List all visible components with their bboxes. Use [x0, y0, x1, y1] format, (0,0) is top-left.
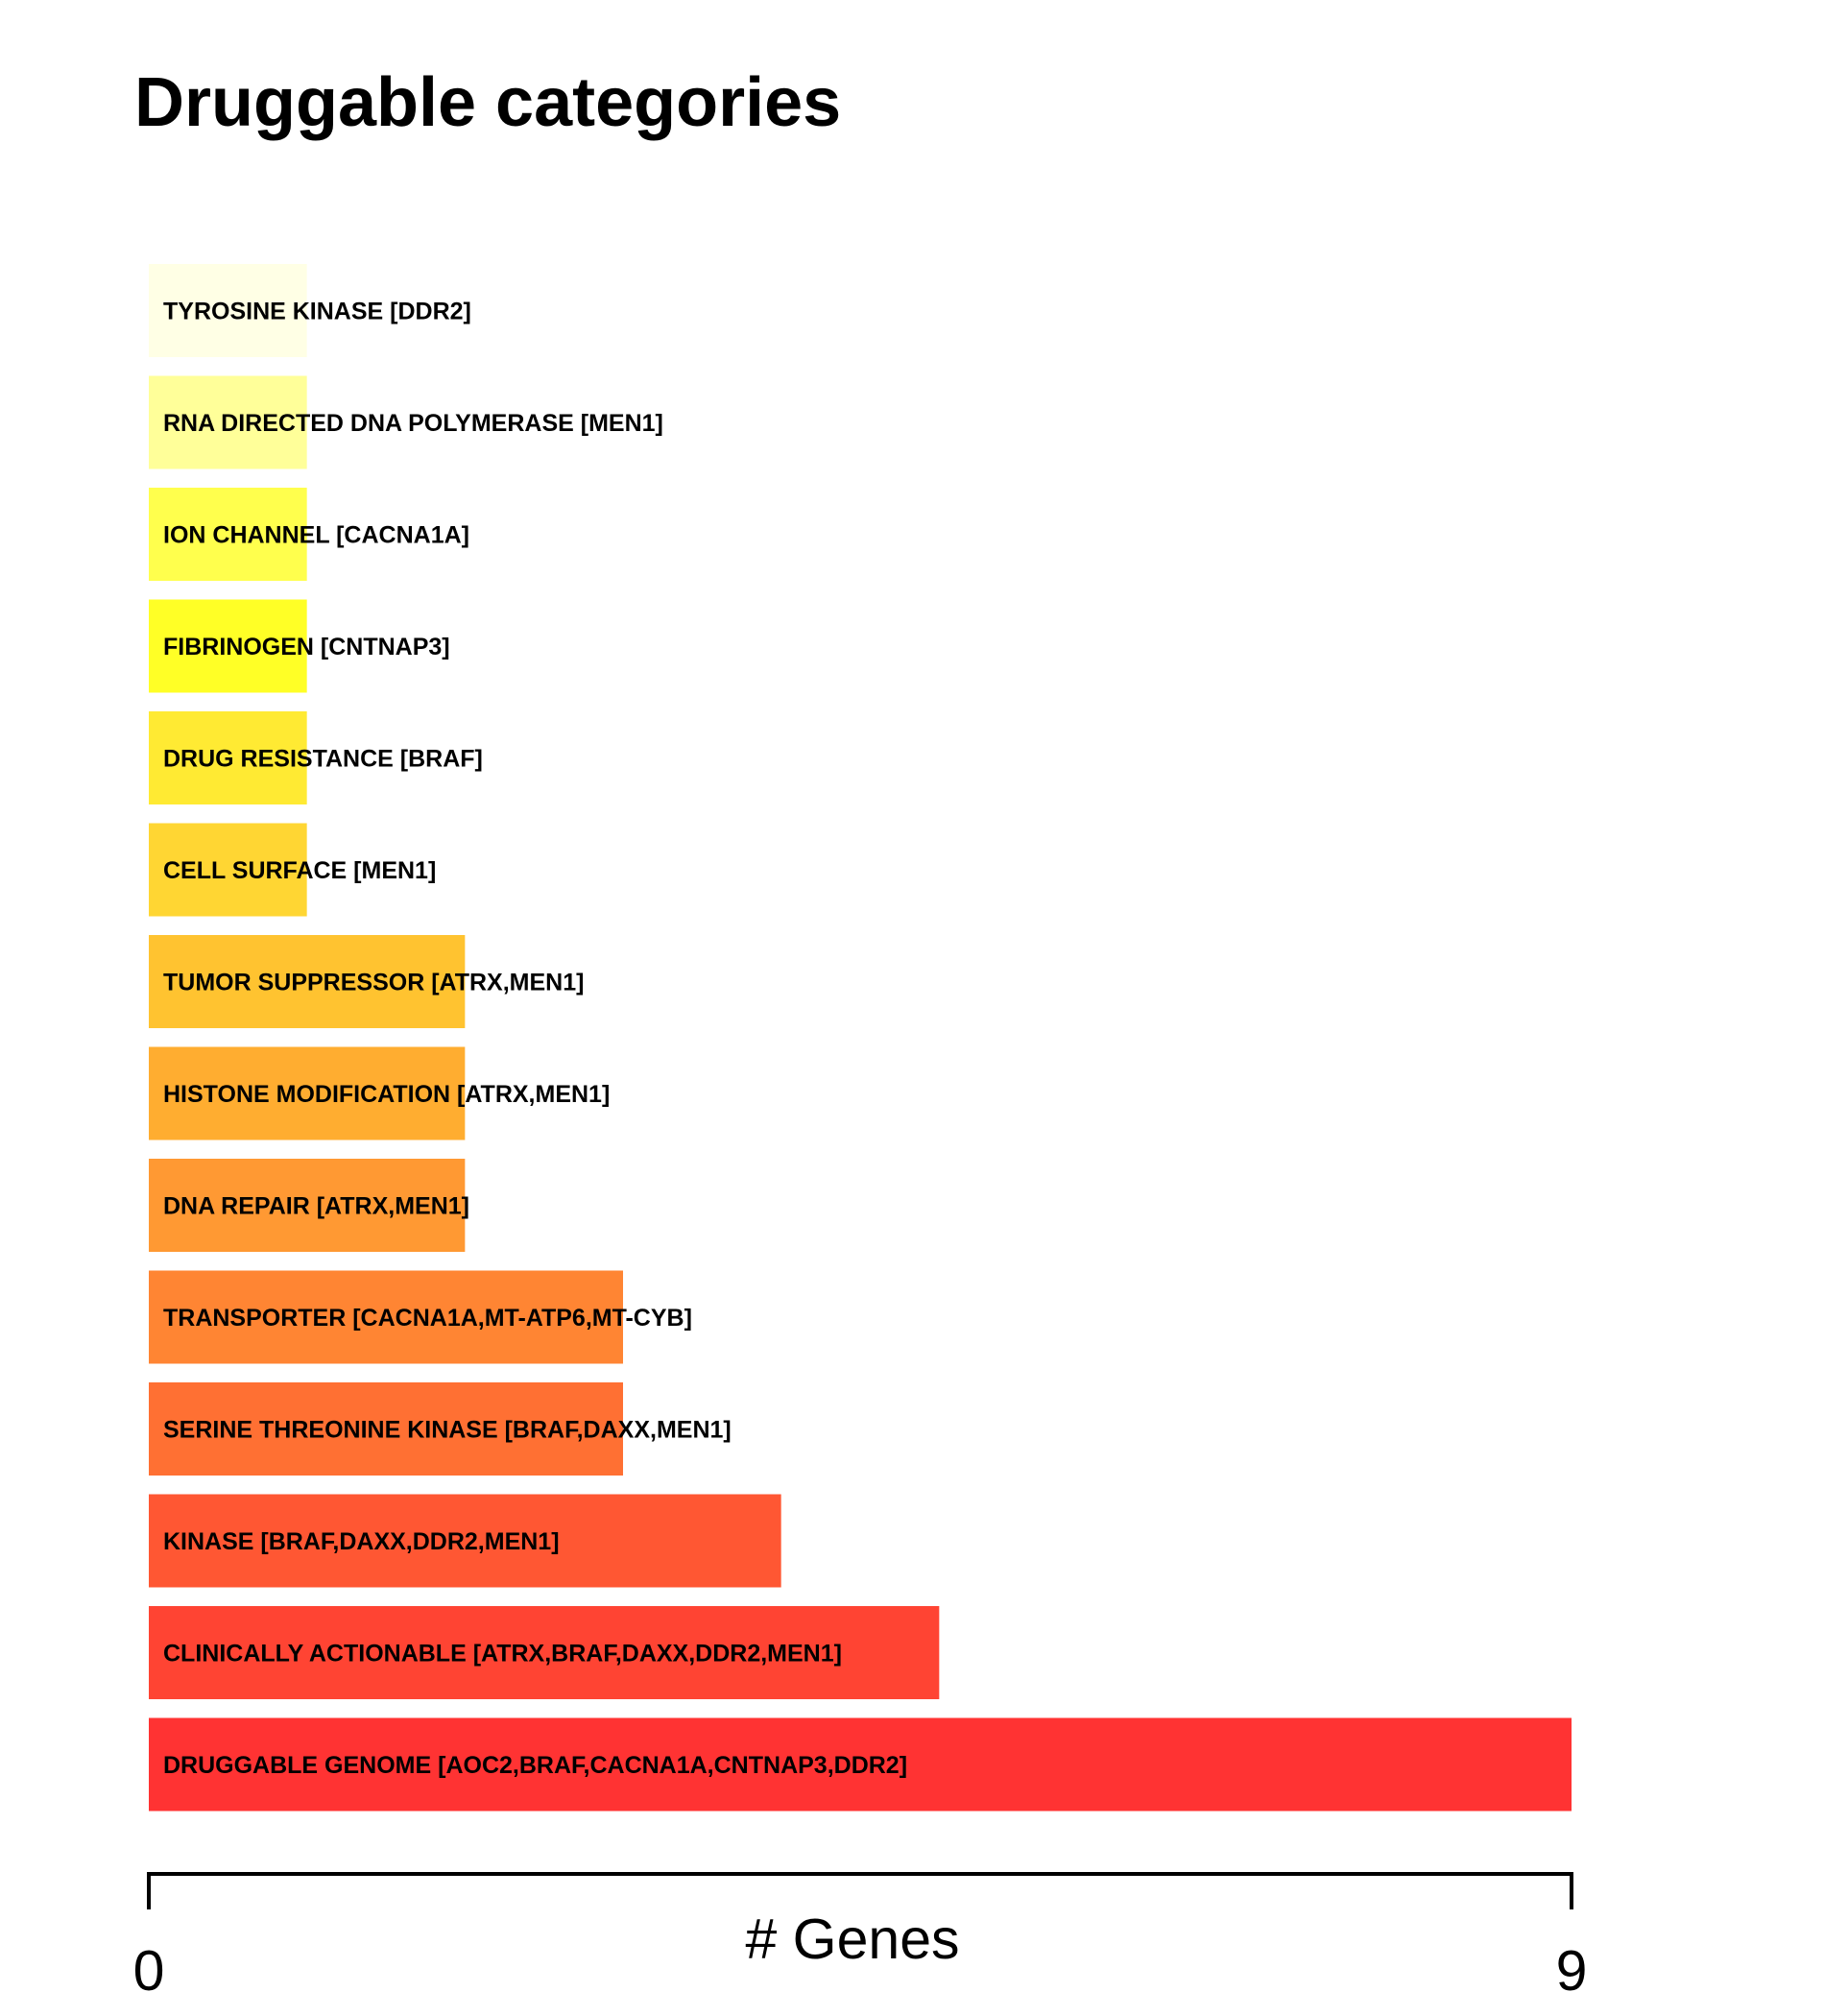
bar-label-2: ION CHANNEL [CACNA1A]: [163, 522, 469, 549]
chart-title: Druggable categories: [134, 64, 841, 141]
bar-label-8: DNA REPAIR [ATRX,MEN1]: [163, 1193, 469, 1220]
bar-8: [149, 1159, 466, 1252]
x-tick-label-min: 0: [133, 1939, 165, 2003]
bar-5: [149, 823, 307, 917]
bar-label-6: TUMOR SUPPRESSOR [ATRX,MEN1]: [163, 970, 584, 996]
bar-label-3: FIBRINOGEN [CNTNAP3]: [163, 634, 450, 660]
bar-1: [149, 375, 307, 469]
x-tick-label-max: 9: [1556, 1939, 1588, 2003]
bar-label-13: DRUGGABLE GENOME [AOC2,BRAF,CACNA1A,CNTN…: [163, 1752, 907, 1779]
bar-label-4: DRUG RESISTANCE [BRAF]: [163, 746, 483, 773]
bar-label-0: TYROSINE KINASE [DDR2]: [163, 299, 471, 325]
bars-group: [149, 264, 1572, 1812]
bar-label-1: RNA DIRECTED DNA POLYMERASE [MEN1]: [163, 410, 663, 437]
bar-label-11: KINASE [BRAF,DAXX,DDR2,MEN1]: [163, 1528, 560, 1555]
bar-3: [149, 599, 307, 693]
bar-0: [149, 264, 307, 357]
bar-4: [149, 711, 307, 804]
bar-11: [149, 1494, 781, 1588]
bar-13: [149, 1717, 1572, 1812]
bar-2: [149, 488, 307, 581]
bar-label-7: HISTONE MODIFICATION [ATRX,MEN1]: [163, 1081, 610, 1108]
bar-7: [149, 1046, 466, 1140]
bar-10: [149, 1382, 623, 1476]
bar-label-5: CELL SURFACE [MEN1]: [163, 857, 436, 884]
x-axis-line: [147, 1872, 1573, 1909]
bar-label-12: CLINICALLY ACTIONABLE [ATRX,BRAF,DAXX,DD…: [163, 1641, 842, 1668]
bar-6: [149, 935, 466, 1028]
bar-9: [149, 1270, 623, 1364]
bar-label-9: TRANSPORTER [CACNA1A,MT-ATP6,MT-CYB]: [163, 1305, 692, 1332]
x-axis-title: # Genes: [745, 1908, 959, 1971]
bar-label-10: SERINE THREONINE KINASE [BRAF,DAXX,MEN1]: [163, 1417, 732, 1444]
bar-12: [149, 1606, 940, 1699]
bar-labels-group: TYROSINE KINASE [DDR2] RNA DIRECTED DNA P…: [163, 299, 907, 1780]
